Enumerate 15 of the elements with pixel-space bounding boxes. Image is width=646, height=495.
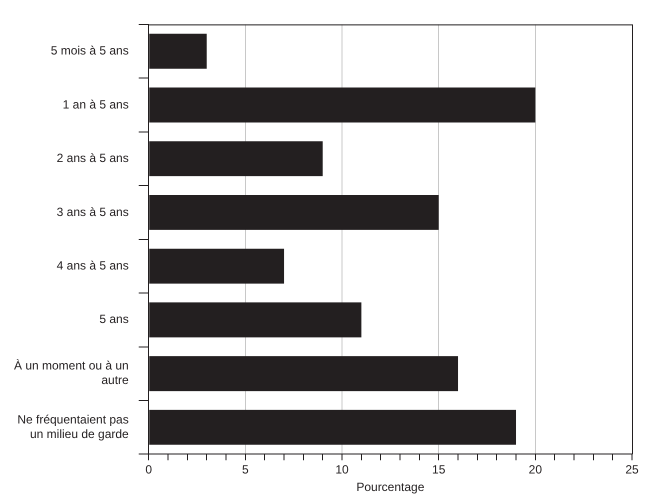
x-tick-label: 15 — [432, 462, 446, 477]
y-tick-label: 5 ans — [99, 312, 129, 326]
x-tick-label: 5 — [242, 462, 250, 477]
y-tick-label: 1 an à 5 ans — [62, 97, 129, 112]
x-tick-label: 0 — [145, 462, 152, 477]
y-tick-label: 2 ans à 5 ans — [56, 151, 129, 166]
x-axis-title: Pourcentage — [356, 480, 425, 494]
y-tick-label: À un moment ou à un autre — [14, 358, 130, 388]
x-tick-label: 20 — [528, 462, 542, 477]
x-tick-label: 25 — [625, 462, 639, 477]
y-tick-label: 5 mois à 5 ans — [50, 44, 129, 58]
x-tick-label: 10 — [335, 462, 350, 477]
y-tick-label: 4 ans à 5 ans — [56, 258, 129, 272]
y-tick-label: Ne fréquentaient pas un milieu de garde — [17, 412, 130, 441]
y-tick-label: 3 ans à 5 ans — [56, 204, 129, 219]
